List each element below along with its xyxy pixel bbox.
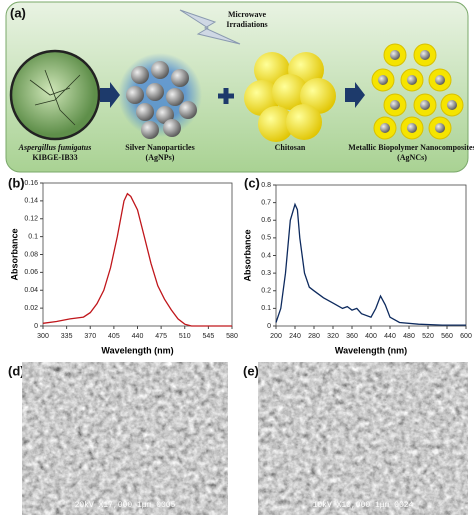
x-tick-label: 560	[441, 333, 453, 340]
x-tick-label: 400	[365, 333, 377, 340]
plus-sign	[218, 88, 234, 104]
plot-frame	[275, 184, 467, 327]
y-tick-label: 0.8	[261, 182, 271, 189]
x-tick-label: 405	[108, 333, 120, 340]
panel-label: (d)	[8, 363, 25, 378]
y-tick-label: 0.08	[24, 251, 38, 258]
core	[380, 123, 390, 133]
y-axis-label: Absorbance	[9, 228, 19, 280]
core	[390, 50, 400, 60]
label: (AgNPs)	[146, 153, 175, 162]
label: (AgNCs)	[397, 153, 427, 162]
hyphae	[29, 69, 81, 126]
sphere	[286, 104, 322, 140]
x-tick-label: 370	[84, 333, 96, 340]
label: Chitosan	[275, 143, 306, 152]
x-tick-label: 360	[346, 333, 358, 340]
label: Metallic Biopolymer Nanocomposites	[348, 143, 474, 152]
panel-label: (a)	[10, 5, 26, 20]
x-tick-label: 475	[155, 333, 167, 340]
y-tick-label: 0.1	[261, 305, 271, 312]
schematic-background	[5, 1, 469, 173]
line	[275, 202, 466, 326]
y-tick-label: 0.02	[24, 305, 38, 312]
sphere	[258, 106, 294, 142]
label: KIBGE-IB33	[32, 153, 77, 162]
x-tick-label: 240	[289, 333, 301, 340]
x-tick-label: 200	[270, 333, 282, 340]
sphere	[151, 61, 169, 79]
y-tick-label: 0.6	[261, 217, 271, 224]
x-tick-label: 510	[179, 333, 191, 340]
core	[447, 100, 457, 110]
y-tick-label: 0.16	[24, 180, 38, 187]
silver-nanoparticles	[118, 53, 202, 139]
label: Silver Nanoparticles	[125, 143, 194, 152]
y-tick-label: 0.5	[261, 235, 271, 242]
y-tick-label: 0	[267, 323, 271, 330]
x-tick-label: 600	[460, 333, 472, 340]
lightning-bolt	[179, 9, 241, 45]
nanocomposites	[371, 43, 464, 140]
core	[420, 100, 430, 110]
x-axis-label: Wavelength (nm)	[335, 345, 407, 355]
sphere	[171, 69, 189, 87]
core	[420, 50, 430, 60]
x-tick-label: 545	[203, 333, 215, 340]
sphere	[163, 119, 181, 137]
y-tick-label: 0.04	[24, 287, 38, 294]
line	[42, 192, 232, 327]
y-tick-label: 0	[34, 323, 38, 330]
sem-image	[258, 362, 468, 515]
sphere	[166, 88, 184, 106]
sphere	[136, 103, 154, 121]
panel-label: (b)	[8, 175, 25, 190]
x-tick-label: 440	[132, 333, 144, 340]
label: Microwave	[228, 10, 267, 19]
x-tick-label: 580	[226, 333, 238, 340]
y-tick-label: 0.1	[28, 233, 38, 240]
sphere	[131, 66, 149, 84]
x-tick-label: 320	[327, 333, 339, 340]
label: Irradiations	[226, 20, 267, 29]
sphere	[179, 101, 197, 119]
core	[435, 123, 445, 133]
sphere	[141, 121, 159, 139]
arrow	[100, 82, 120, 108]
y-tick-label: 0.3	[261, 270, 271, 277]
x-tick-label: 440	[384, 333, 396, 340]
core	[378, 75, 388, 85]
core	[435, 75, 445, 85]
sem-image	[22, 362, 228, 515]
core	[407, 123, 417, 133]
plot-frame	[42, 182, 233, 327]
sem-caption: 10kV X10,000 1μm 0024	[313, 501, 414, 510]
x-tick-label: 520	[422, 333, 434, 340]
sphere	[272, 74, 308, 110]
core	[407, 75, 417, 85]
core	[390, 100, 400, 110]
panel-label: (e)	[243, 363, 259, 378]
arrow	[345, 82, 365, 108]
sem-caption: 20kV X17,000 1μm 0005	[75, 501, 176, 510]
panel-label: (c)	[244, 175, 260, 190]
y-axis-label: Absorbance	[242, 229, 252, 281]
x-tick-label: 335	[61, 333, 73, 340]
x-axis-label: Wavelength (nm)	[101, 345, 173, 355]
y-tick-label: 0.06	[24, 269, 38, 276]
y-tick-label: 0.4	[261, 252, 271, 259]
sphere	[126, 86, 144, 104]
label: Aspergillus fumigatus	[18, 143, 92, 152]
x-tick-label: 280	[308, 333, 320, 340]
chitosan	[244, 52, 336, 142]
x-tick-label: 300	[37, 333, 49, 340]
y-tick-label: 0.2	[261, 288, 271, 295]
y-tick-label: 0.12	[24, 216, 38, 223]
y-tick-label: 0.7	[261, 199, 271, 206]
fungus-image	[9, 49, 101, 141]
x-tick-label: 480	[403, 333, 415, 340]
sphere	[146, 83, 164, 101]
y-tick-label: 0.14	[24, 198, 38, 205]
